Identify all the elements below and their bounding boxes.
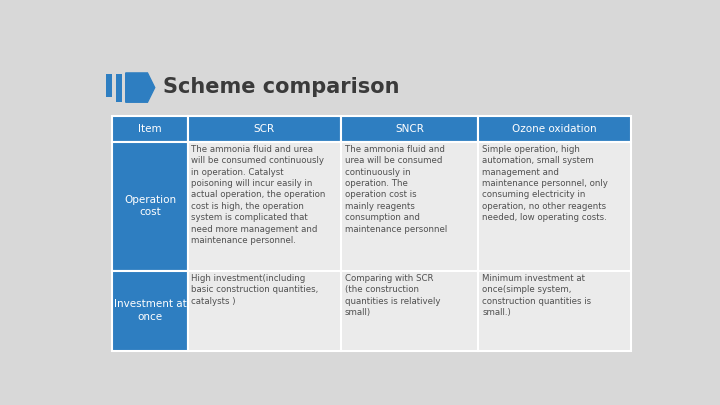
FancyBboxPatch shape — [188, 141, 341, 271]
FancyBboxPatch shape — [341, 271, 478, 351]
FancyBboxPatch shape — [188, 271, 341, 351]
Text: Operation
cost: Operation cost — [124, 195, 176, 217]
FancyBboxPatch shape — [106, 75, 112, 97]
FancyBboxPatch shape — [478, 141, 631, 271]
Text: The ammonia fluid and
urea will be consumed
continuously in
operation. The
opera: The ammonia fluid and urea will be consu… — [345, 145, 447, 234]
FancyBboxPatch shape — [112, 271, 188, 351]
FancyBboxPatch shape — [116, 74, 122, 102]
Text: SNCR: SNCR — [395, 124, 424, 134]
FancyBboxPatch shape — [112, 141, 188, 271]
Text: High investment(including
basic construction quantities,
catalysts ): High investment(including basic construc… — [192, 274, 319, 306]
FancyBboxPatch shape — [188, 116, 341, 141]
FancyBboxPatch shape — [478, 271, 631, 351]
FancyBboxPatch shape — [112, 116, 188, 141]
FancyBboxPatch shape — [478, 116, 631, 141]
Text: The ammonia fluid and urea
will be consumed continuously
in operation. Catalyst
: The ammonia fluid and urea will be consu… — [192, 145, 326, 245]
Text: Ozone oxidation: Ozone oxidation — [513, 124, 597, 134]
FancyBboxPatch shape — [341, 116, 478, 141]
Text: Minimum investment at
once(simple system,
construction quantities is
small.): Minimum investment at once(simple system… — [482, 274, 591, 317]
Text: Simple operation, high
automation, small system
management and
maintenance perso: Simple operation, high automation, small… — [482, 145, 608, 222]
Text: SCR: SCR — [253, 124, 274, 134]
Text: Scheme comparison: Scheme comparison — [163, 77, 399, 97]
Polygon shape — [126, 73, 155, 102]
Text: Item: Item — [138, 124, 162, 134]
Text: Investment at
once: Investment at once — [114, 299, 186, 322]
FancyBboxPatch shape — [341, 141, 478, 271]
Text: Comparing with SCR
(the construction
quantities is relatively
small): Comparing with SCR (the construction qua… — [345, 274, 440, 317]
